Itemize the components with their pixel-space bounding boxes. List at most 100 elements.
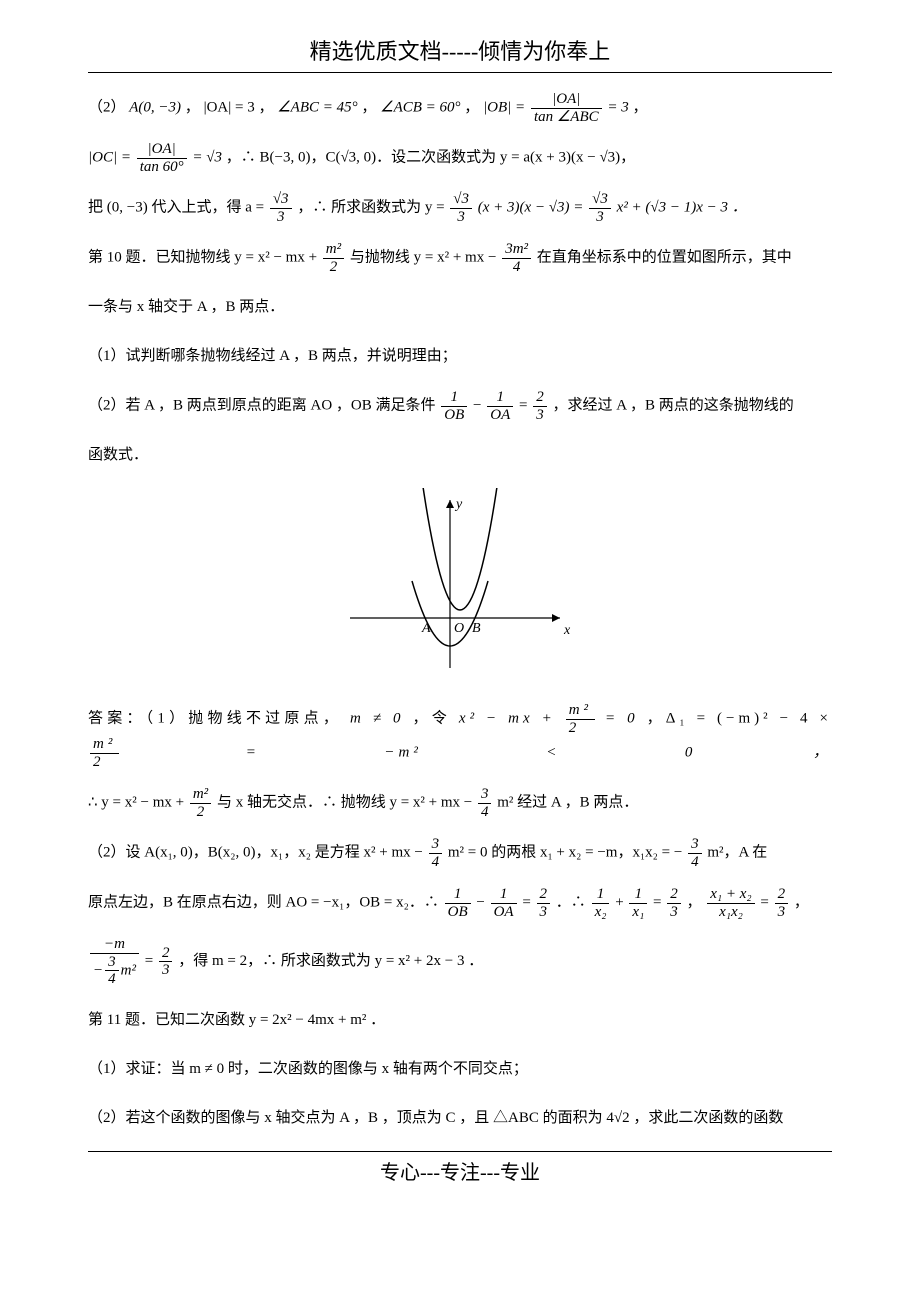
frac-num: 2 xyxy=(667,886,681,904)
frac-den: tan 60° xyxy=(137,159,187,176)
fraction: 23 xyxy=(157,945,175,979)
frac-num: 2 xyxy=(775,886,789,904)
frac-num: 1 xyxy=(491,886,517,904)
frac-num: 1 xyxy=(487,389,513,407)
fraction: 23 xyxy=(773,886,791,920)
math: A(0, −3) xyxy=(129,99,181,115)
fraction: √3 3 xyxy=(448,191,474,225)
text: 把 (0, −3) 代入上式，得 a = xyxy=(88,199,264,215)
text: ， xyxy=(794,894,809,910)
frac-den: 3 xyxy=(667,904,681,921)
frac-den: 2 xyxy=(190,804,211,821)
frac-num: −m xyxy=(90,936,139,954)
frac-num: m² xyxy=(323,241,344,259)
fraction: 1x₁ xyxy=(627,886,649,920)
page-container: 精选优质文档-----倾情为你奉上 （2） A(0, −3) ， |OA| = … xyxy=(0,0,920,1302)
frac-den: 3 xyxy=(270,209,292,226)
text: ， xyxy=(633,99,648,115)
text: = xyxy=(145,953,153,969)
text: 与抛物线 y = x² + mx − xyxy=(350,249,497,265)
text: ， xyxy=(361,99,376,115)
text: ∴ y = x² − mx + xyxy=(88,794,184,810)
text: m² = 0 的两根 x₁ + x₂ = −m，x₁x₂ = − xyxy=(448,844,683,860)
text: ，得 m = 2，∴ 所求函数式为 y = x² + 2x − 3 ． xyxy=(178,953,483,969)
frac-den: x₁ xyxy=(629,904,647,921)
frac-num: 3 xyxy=(105,954,119,972)
fraction: 1OB xyxy=(443,886,473,920)
question-11-part-2: （2）若这个函数的图像与 x 轴交点为 A ，B ，顶点为 C ，且 △ABC … xyxy=(88,1102,832,1135)
frac-den: 4 xyxy=(105,971,119,988)
fraction: 3 4 xyxy=(476,786,494,820)
text: − xyxy=(476,894,484,910)
text: （2）设 A(x₁, 0)，B(x₂, 0)，x₁，x₂ 是方程 x² + mx… xyxy=(88,844,423,860)
math: |OA| = 3 xyxy=(204,99,255,115)
frac-den: x₁x₂ xyxy=(707,904,754,921)
fraction: m² 2 xyxy=(188,786,213,820)
frac-den: 2 xyxy=(90,754,119,771)
frac-num: 2 xyxy=(533,389,547,407)
math: x² + (√3 − 1)x − 3 ． xyxy=(617,199,747,215)
question-11-line-1: 第 11 题．已知二次函数 y = 2x² − 4mx + m² ． xyxy=(88,1004,832,1037)
frac-den: 2 xyxy=(323,259,344,276)
frac-den: tan ∠ABC xyxy=(531,109,602,126)
svg-text:y: y xyxy=(454,497,463,512)
text: 第 10 题．已知抛物线 y = x² − mx + xyxy=(88,249,317,265)
frac-den: 3 xyxy=(589,209,611,226)
fraction: 3 4 xyxy=(686,836,704,870)
text: ， xyxy=(464,99,479,115)
footer-rule xyxy=(88,1151,832,1152)
question-10-line-1: 第 10 题．已知抛物线 y = x² − mx + m² 2 与抛物线 y =… xyxy=(88,241,832,275)
fraction: m² 2 xyxy=(321,241,346,275)
fraction: 1OA xyxy=(489,886,519,920)
frac-den: 4 xyxy=(502,259,531,276)
text: ， xyxy=(185,99,200,115)
question-11-part-1: （1）求证：当 m ≠ 0 时，二次函数的图像与 x 轴有两个不同交点； xyxy=(88,1053,832,1086)
math: = −m² < 0， xyxy=(246,744,832,760)
text: （2）若 A ，B 两点到原点的距离 AO ，OB 满足条件 xyxy=(88,397,436,413)
frac-num: 3m² xyxy=(502,241,531,259)
fraction: |OA| tan 60° xyxy=(135,141,189,175)
question-10-line-2: 一条与 x 轴交于 A ，B 两点． xyxy=(88,291,832,324)
frac-num: |OA| xyxy=(137,141,187,159)
frac-num: 1 xyxy=(445,886,471,904)
frac-den: 3 xyxy=(450,209,472,226)
text: = xyxy=(522,894,530,910)
frac-num: m² xyxy=(566,702,595,720)
svg-text:B: B xyxy=(472,621,481,636)
math: = 3 xyxy=(607,99,628,115)
frac-num: 1 xyxy=(441,389,467,407)
answer-line-2: ∴ y = x² − mx + m² 2 与 x 轴无交点．∴ 抛物线 y = … xyxy=(88,786,832,820)
frac-num: x₁ + x₂ xyxy=(707,886,754,904)
frac-num: 2 xyxy=(537,886,551,904)
answer-line-3: （2）设 A(x₁, 0)，B(x₂, 0)，x₁，x₂ 是方程 x² + mx… xyxy=(88,836,832,870)
frac-num: 2 xyxy=(159,945,173,963)
svg-text:A: A xyxy=(421,621,431,636)
math: x² − mx + xyxy=(459,710,556,726)
fraction: 23 xyxy=(665,886,683,920)
frac-num: √3 xyxy=(450,191,472,209)
frac-den: x₂ xyxy=(592,904,610,921)
frac-den: 4 xyxy=(429,854,443,871)
page-header: 精选优质文档-----倾情为你奉上 xyxy=(88,34,832,66)
text: + xyxy=(615,894,623,910)
fraction: m² 2 xyxy=(564,702,597,736)
frac-num: |OA| xyxy=(531,91,602,109)
frac-den: 4 xyxy=(688,854,702,871)
text: ， xyxy=(687,894,702,910)
answer-line-4: 原点左边，B 在原点右边，则 AO = −x₁，OB = x₂．∴ 1OB − … xyxy=(88,886,832,920)
frac-num: √3 xyxy=(270,191,292,209)
math: ∠ACB = 60° xyxy=(380,99,460,115)
math: (x + 3)(x − √3) = xyxy=(478,199,584,215)
fraction: 1x₂ xyxy=(590,886,612,920)
question-10-line-last: 函数式． xyxy=(88,439,832,472)
frac-num: √3 xyxy=(589,191,611,209)
text: ，∴ 所求函数式为 y = xyxy=(297,199,444,215)
text: = xyxy=(653,894,661,910)
frac-den: OB xyxy=(441,407,467,424)
fraction: x₁ + x₂x₁x₂ xyxy=(705,886,756,920)
answer-line-1: 答案：（1）抛物线不过原点， m ≠ 0 ，令 x² − mx + m² 2 =… xyxy=(88,702,832,770)
frac-num: 3 xyxy=(688,836,702,854)
text: 在直角坐标系中的位置如图所示，其中 xyxy=(537,249,792,265)
text: = xyxy=(760,894,768,910)
frac-num: 3 xyxy=(429,836,443,854)
